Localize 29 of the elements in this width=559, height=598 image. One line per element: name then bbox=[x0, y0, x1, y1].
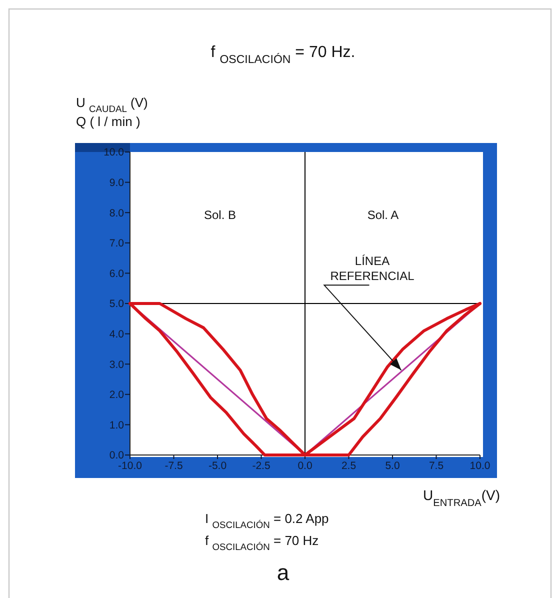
text: I $_{OSCILACIÓN}$ = 0.2 App bbox=[205, 511, 329, 530]
x-tick-label: 5.0 bbox=[385, 460, 400, 472]
text: a bbox=[276, 560, 290, 585]
y-tick-label: 10.0 bbox=[104, 146, 124, 159]
y-tick-label: 8.0 bbox=[109, 207, 124, 220]
x-tick-label: 7.5 bbox=[428, 460, 444, 472]
x-tick-label: 0.0 bbox=[298, 460, 312, 472]
x-axis-title: U$_{ENTRADA}$(V) bbox=[423, 487, 500, 508]
y-tick-label: 2.0 bbox=[109, 389, 124, 402]
annotation: Sol. B bbox=[204, 208, 236, 222]
annotation: Sol. A bbox=[367, 208, 399, 222]
y-tick-label: 4.0 bbox=[109, 328, 124, 340]
y-tick-label: 0.0 bbox=[109, 450, 124, 462]
y-axis-title: U $_{CAUDAL}$ (V) Q ( l / min ) bbox=[76, 95, 148, 129]
text: f $_{OSCILACIÓN}$ = 70 Hz bbox=[205, 533, 319, 552]
y-tick-label: 6.0 bbox=[109, 268, 124, 280]
x-tick-label: -5.0 bbox=[208, 460, 227, 472]
x-tick-label: -7.5 bbox=[164, 460, 183, 472]
y-tick-label: 3.0 bbox=[109, 358, 124, 371]
x-tick-label: 10.0 bbox=[470, 460, 490, 472]
x-tick-label: -2.5 bbox=[252, 460, 270, 472]
x-tick-label: -10.0 bbox=[118, 460, 142, 472]
y-tick-label: 9.0 bbox=[109, 176, 124, 189]
annotation: LÍNEA REFERENCIAL bbox=[330, 254, 415, 284]
y-tick-label: 7.0 bbox=[109, 238, 124, 250]
chart-title: f $_{OSCILACIÓN}$ = 70 Hz. bbox=[210, 44, 356, 66]
y-tick-label: 5.0 bbox=[109, 298, 124, 310]
y-tick-label: 1.0 bbox=[109, 419, 124, 432]
x-tick-label: 2.5 bbox=[341, 460, 356, 472]
